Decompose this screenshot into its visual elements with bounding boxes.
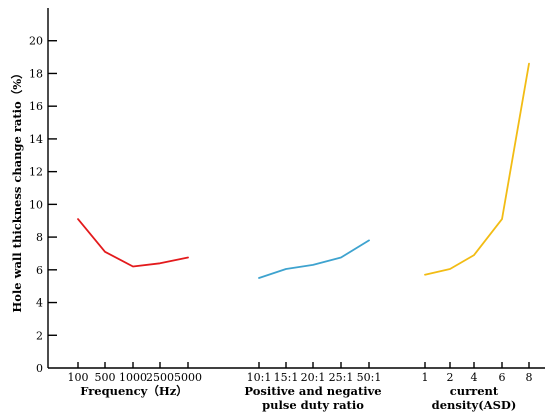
series-line xyxy=(77,218,189,268)
x-axis-title: pulse duty ratio xyxy=(262,398,364,412)
y-tick-label: 16 xyxy=(29,100,43,113)
x-axis-title: current xyxy=(450,384,499,398)
x-axis-title: density(ASD) xyxy=(432,398,517,412)
y-tick-label: 10 xyxy=(29,198,43,211)
x-axis-title: Frequency（Hz） xyxy=(80,384,188,398)
y-tick-label: 0 xyxy=(36,362,43,375)
x-tick-label: 8 xyxy=(526,371,533,384)
y-tick-label: 14 xyxy=(29,133,43,146)
y-tick-label: 4 xyxy=(36,297,43,310)
y-tick-label: 20 xyxy=(29,35,43,48)
x-tick-label: 25:1 xyxy=(329,371,354,384)
x-tick-label: 4 xyxy=(471,371,478,384)
series-line xyxy=(258,239,370,279)
x-tick-label: 20:1 xyxy=(301,371,326,384)
y-axis-title: Hole wall thickness change ratio（%） xyxy=(10,67,24,312)
x-tick-label: 10:1 xyxy=(247,371,272,384)
y-tick-label: 12 xyxy=(29,166,43,179)
x-axis-title: Positive and negative xyxy=(244,384,381,398)
x-tick-label: 2 xyxy=(447,371,454,384)
x-tick-label: 50:1 xyxy=(357,371,382,384)
y-axis-ticks: 0 2 4 6 8 10 12 14 16 18 20 xyxy=(29,35,57,375)
x-tick-label: 6 xyxy=(499,371,506,384)
x-tick-label: 1 xyxy=(422,371,429,384)
x-tick-label: 1000 xyxy=(119,371,147,384)
x-tick-label: 5000 xyxy=(174,371,202,384)
series-line xyxy=(424,62,530,276)
y-tick-label: 2 xyxy=(36,329,43,342)
y-tick-label: 8 xyxy=(36,231,43,244)
y-tick-label: 18 xyxy=(29,67,43,80)
x-tick-label: 15:1 xyxy=(274,371,299,384)
x-tick-label: 100 xyxy=(68,371,89,384)
y-tick-label: 6 xyxy=(36,264,43,277)
axes xyxy=(47,8,545,369)
x-tick-label: 2500 xyxy=(146,371,174,384)
x-tick-label: 500 xyxy=(95,371,116,384)
